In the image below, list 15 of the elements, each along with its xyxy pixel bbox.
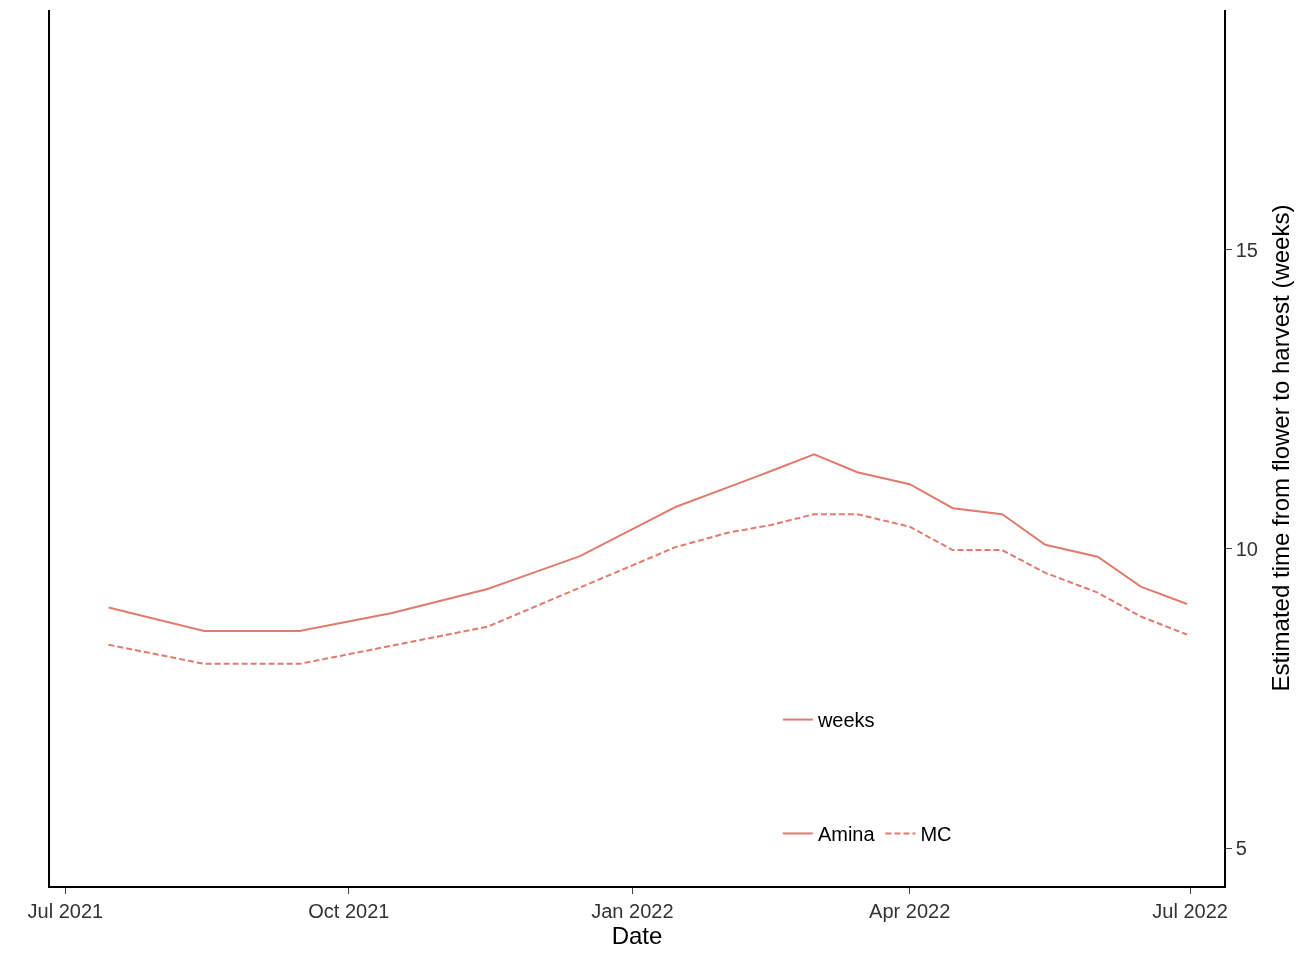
- y-tick-label: 5: [1235, 837, 1247, 860]
- x-tick-label: Jan 2022: [591, 899, 674, 922]
- legend-label: Amina: [817, 823, 876, 846]
- line-series: [107, 513, 1189, 665]
- legend-label: MC: [920, 823, 952, 846]
- line-series: [107, 453, 1189, 632]
- x-axis-title: Date: [611, 921, 663, 949]
- x-tick-label: Oct 2021: [308, 899, 390, 922]
- x-tick-label: Jul 2021: [27, 899, 104, 922]
- legend-title: weeks: [816, 709, 875, 732]
- y-tick-label: 10: [1235, 537, 1258, 560]
- x-tick-label: Apr 2022: [869, 899, 951, 922]
- y-axis-title: Estimated time from flower to harvest (weeks): [1266, 204, 1294, 692]
- y-tick-label: 15: [1235, 238, 1258, 261]
- x-tick-label: Jul 2022: [1152, 899, 1228, 922]
